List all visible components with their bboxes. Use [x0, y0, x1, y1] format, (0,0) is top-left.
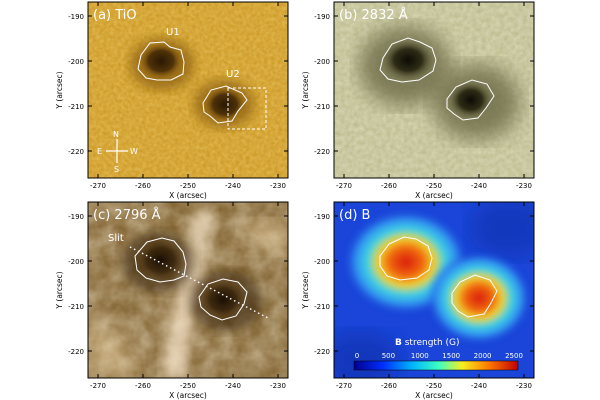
colorbar-tick-label: 1500	[442, 352, 460, 360]
x-tick-label-c: -260	[135, 382, 151, 390]
compass-n: N	[113, 130, 119, 139]
panel-c: (c) 2796 Å Slit	[87, 201, 289, 379]
y-tick-label-a: -200	[68, 58, 84, 66]
colorbar-tick-label: 0	[355, 352, 359, 360]
x-tick-label-b: -240	[471, 182, 487, 190]
y-tick-label-c: -200	[68, 258, 84, 266]
x-tick-label-c: -250	[180, 382, 196, 390]
colorbar-title: B strength (G)	[395, 338, 460, 348]
colorbar	[353, 360, 519, 371]
panel-b-image	[334, 2, 534, 178]
x-tick-label-c: -230	[270, 382, 286, 390]
panel-c-label: (c) 2796 Å	[93, 207, 161, 223]
x-axis-label-b: X (arcsec)	[415, 191, 453, 200]
y-tick-label-a: -190	[68, 13, 84, 21]
y-tick-label-d: -220	[314, 348, 330, 356]
x-tick-label-b: -270	[336, 182, 352, 190]
x-tick-label-d: -240	[471, 382, 487, 390]
spot-label-u1: U1	[166, 27, 180, 38]
x-tick-label-a: -270	[90, 182, 106, 190]
x-tick-label-d: -230	[516, 382, 532, 390]
panel-d-label: (d) B	[339, 208, 370, 223]
compass	[106, 139, 128, 163]
y-axis-label-d: Y (arcsec)	[301, 271, 310, 309]
compass-s: S	[114, 165, 119, 174]
y-tick-label-b: -210	[314, 103, 330, 111]
colorbar-tick-label: 2000	[474, 352, 492, 360]
y-axis-label-c: Y (arcsec)	[55, 271, 64, 309]
y-tick-label-c: -190	[68, 213, 84, 221]
y-tick-label-b: -220	[314, 148, 330, 156]
x-tick-label-b: -250	[426, 182, 442, 190]
panel-a: (a) TiO U1 U2 N S E W	[87, 1, 289, 179]
y-tick-label-c: -210	[68, 303, 84, 311]
colorbar-tick-label: 2500	[505, 352, 523, 360]
y-tick-label-d: -190	[314, 213, 330, 221]
panel-a-label: (a) TiO	[93, 8, 137, 23]
panel-b-label: (b) 2832 Å	[339, 7, 408, 23]
y-tick-label-a: -220	[68, 148, 84, 156]
x-tick-label-a: -250	[180, 182, 196, 190]
panel-c-image	[88, 202, 288, 378]
x-axis-label-a: X (arcsec)	[169, 191, 207, 200]
slit-label: Slit	[108, 233, 124, 244]
x-tick-label-c: -270	[90, 382, 106, 390]
y-axis-label-b: Y (arcsec)	[301, 71, 310, 109]
x-tick-label-c: -240	[225, 382, 241, 390]
y-tick-label-b: -200	[314, 58, 330, 66]
slit-line	[129, 246, 269, 319]
colorbar-tick-label: 500	[382, 352, 395, 360]
x-tick-label-b: -230	[516, 182, 532, 190]
x-tick-label-a: -260	[135, 182, 151, 190]
x-tick-label-b: -260	[381, 182, 397, 190]
y-tick-label-c: -220	[68, 348, 84, 356]
x-tick-label-a: -230	[270, 182, 286, 190]
y-axis-label-a: Y (arcsec)	[55, 71, 64, 109]
y-tick-label-a: -210	[68, 103, 84, 111]
compass-e: E	[97, 147, 102, 156]
panel-b: (b) 2832 Å	[333, 1, 535, 179]
x-axis-label-c: X (arcsec)	[169, 391, 207, 400]
y-tick-label-d: -200	[314, 258, 330, 266]
colorbar-ticks: 0 500 1000 1500 2000 2500	[355, 352, 523, 360]
y-tick-label-b: -190	[314, 13, 330, 21]
panel-d-image	[334, 202, 534, 378]
axes-layer: -270 -260 -250 -240 -230 -190 -200 -210 -220 X (a…	[55, 2, 534, 400]
x-tick-label-d: -250	[426, 382, 442, 390]
compass-w: W	[130, 147, 138, 156]
panel-d: (d) B B strength (G) 0 500 1000 1500 2000 250…	[333, 201, 535, 379]
spot-label-u2: U2	[226, 69, 240, 80]
x-tick-label-a: -240	[225, 182, 241, 190]
colorbar-tick-label: 1000	[411, 352, 429, 360]
x-tick-label-d: -260	[381, 382, 397, 390]
x-axis-label-d: X (arcsec)	[415, 391, 453, 400]
zoom-box	[227, 87, 267, 130]
y-tick-label-d: -210	[314, 303, 330, 311]
panel-a-image	[88, 2, 288, 178]
x-tick-label-d: -270	[336, 382, 352, 390]
